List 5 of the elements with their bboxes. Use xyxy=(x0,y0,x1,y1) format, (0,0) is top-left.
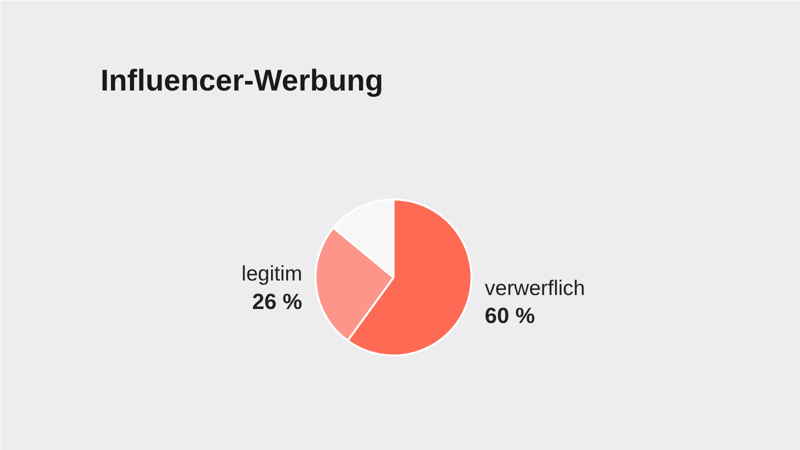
data-label: 60 % xyxy=(484,303,535,328)
data-label: 26 % xyxy=(252,288,302,314)
chart-title: Influencer-Werbung xyxy=(100,64,384,98)
slice-label: legitim xyxy=(242,262,302,286)
slice-label: verwerflich xyxy=(484,277,586,300)
